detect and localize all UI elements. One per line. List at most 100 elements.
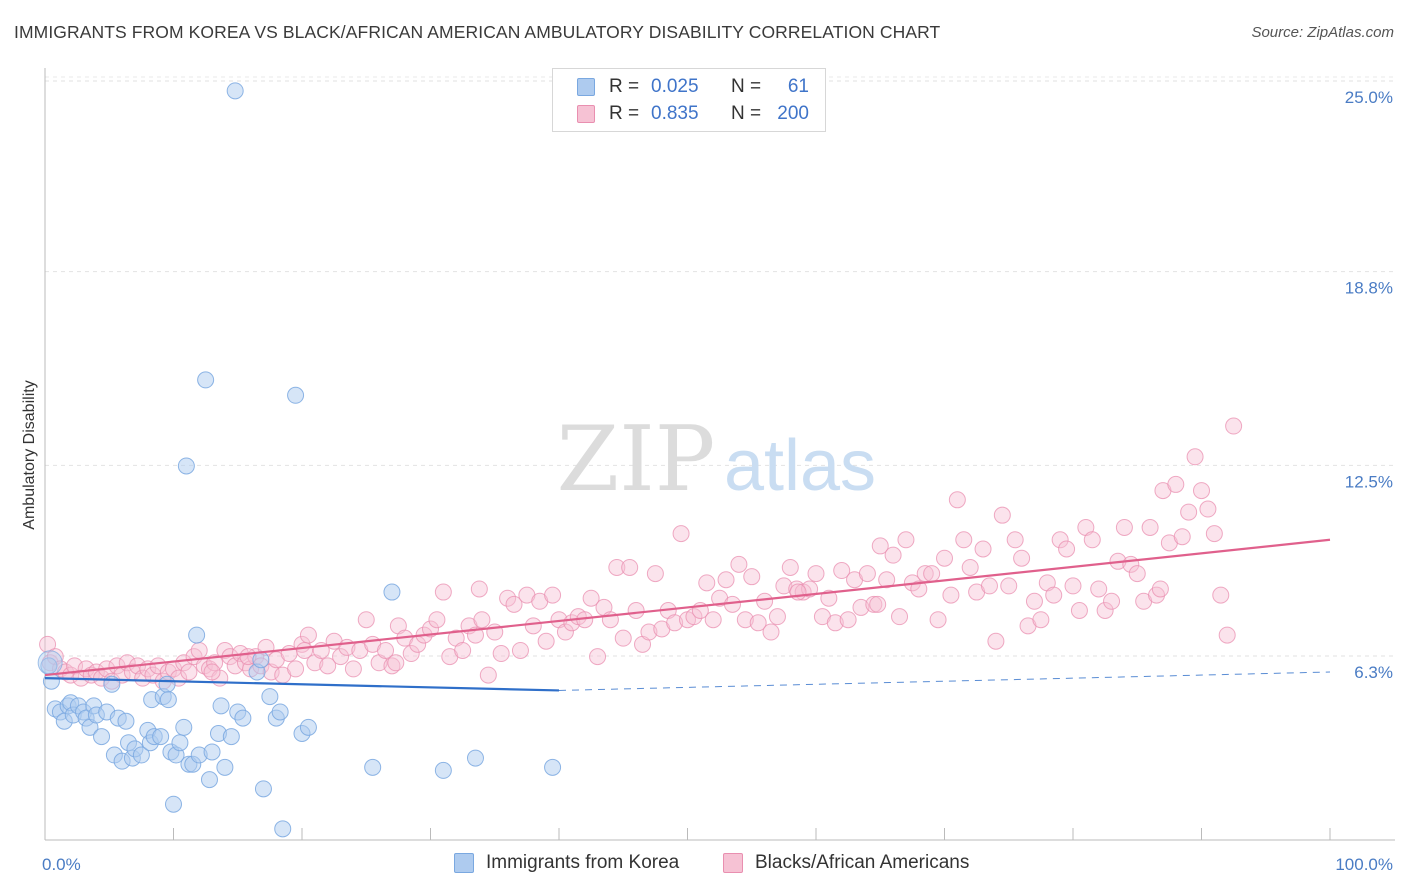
bottom-legend: Immigrants from Korea Blacks/African Ame… — [0, 852, 1406, 878]
data-point-blue — [175, 718, 193, 736]
legend-swatch-blue — [454, 853, 474, 873]
data-point-pink — [685, 608, 703, 626]
trend-line-blue-dashed — [558, 671, 1331, 691]
data-point-pink — [1051, 531, 1069, 549]
y-tick-label: 25.0% — [1345, 88, 1393, 107]
data-point-blue — [226, 82, 244, 100]
data-point-pink — [1167, 475, 1185, 493]
legend-r-value: 0.835 — [651, 103, 699, 124]
data-point-pink — [948, 491, 966, 509]
legend: R = 0.025 N = 61 R = 0.835 N = 200 — [552, 68, 826, 132]
data-point-pink — [1115, 518, 1133, 536]
legend-row-pink: R = 0.835 N = 200 — [577, 101, 809, 127]
data-point-pink — [781, 558, 799, 576]
data-point-blue — [274, 820, 292, 838]
data-point-pink — [666, 614, 684, 632]
data-point-pink — [1064, 577, 1082, 595]
data-point-pink — [319, 657, 337, 675]
data-point-blue — [287, 386, 305, 404]
data-point-pink — [608, 558, 626, 576]
data-point-pink — [865, 595, 883, 613]
data-point-pink — [299, 626, 317, 644]
data-point-pink — [377, 641, 395, 659]
data-point-pink — [878, 571, 896, 589]
y-tick-label: 18.8% — [1345, 279, 1393, 298]
data-point-pink — [891, 608, 909, 626]
data-point-pink — [428, 611, 446, 629]
trend-line-pink — [44, 538, 1331, 677]
data-point-pink — [1090, 580, 1108, 598]
data-point-pink — [524, 617, 542, 635]
data-point-pink — [499, 589, 517, 607]
data-point-pink — [646, 565, 664, 583]
data-point-pink — [1180, 503, 1198, 521]
data-point-pink — [730, 555, 748, 573]
data-point-pink — [1013, 549, 1031, 567]
legend-swatch-pink — [723, 853, 743, 873]
data-point-blue — [466, 749, 484, 767]
data-point-pink — [929, 611, 947, 629]
bottom-legend-label: Blacks/African Americans — [755, 852, 970, 873]
data-point-pink — [897, 531, 915, 549]
data-point-pink — [1212, 586, 1230, 604]
legend-r-label: R = — [609, 76, 640, 97]
data-point-blue — [132, 746, 150, 764]
data-point-pink — [974, 540, 992, 558]
data-point-blue — [261, 688, 279, 706]
data-point-pink — [505, 595, 523, 613]
data-point-blue — [234, 709, 252, 727]
data-point-blue — [93, 728, 111, 746]
data-point-pink — [627, 602, 645, 620]
watermark: ZIP atlas — [557, 407, 876, 512]
data-point-pink — [1083, 531, 1101, 549]
axes — [44, 68, 1395, 841]
data-point-pink — [826, 614, 844, 632]
data-point-pink — [736, 611, 754, 629]
data-point-pink — [833, 562, 851, 580]
legend-n-value: 61 — [787, 76, 809, 97]
data-point-blue — [197, 371, 215, 389]
x-tick-label: 100.0% — [1335, 855, 1393, 874]
data-point-pink — [614, 629, 632, 647]
bottom-legend-korea: Immigrants from Korea — [454, 852, 679, 874]
data-point-pink — [1151, 580, 1169, 598]
data-point-pink — [203, 663, 221, 681]
data-point-pink — [1218, 626, 1236, 644]
data-point-pink — [768, 608, 786, 626]
data-point-pink — [402, 645, 420, 663]
data-point-pink — [190, 641, 208, 659]
data-point-pink — [884, 546, 902, 564]
data-point-pink — [987, 632, 1005, 650]
data-point-blue — [212, 697, 230, 715]
trend-line-blue — [44, 677, 560, 692]
data-point-blue — [203, 743, 221, 761]
data-point-pink — [1141, 518, 1159, 536]
legend-r-value: 0.025 — [651, 76, 699, 97]
data-point-pink — [839, 611, 857, 629]
data-point-pink — [556, 623, 574, 641]
data-point-pink — [454, 641, 472, 659]
data-point-blue — [159, 691, 177, 709]
data-point-pink — [1193, 482, 1210, 500]
data-point-pink — [756, 592, 774, 610]
source-label: Source: ZipAtlas.com — [1251, 24, 1394, 41]
y-tick-label: 6.3% — [1354, 663, 1393, 682]
data-point-pink — [775, 577, 793, 595]
data-point-pink — [287, 660, 305, 678]
data-point-pink — [537, 632, 555, 650]
data-point-pink — [589, 648, 607, 666]
data-point-blue — [364, 758, 382, 776]
data-point-pink — [807, 565, 825, 583]
data-point-pink — [923, 565, 941, 583]
data-point-pink — [980, 577, 998, 595]
data-point-pink — [470, 580, 488, 598]
data-point-blue — [158, 675, 176, 693]
data-point-pink — [993, 506, 1011, 524]
y-tick-label: 12.5% — [1345, 472, 1393, 491]
data-point-pink — [749, 614, 767, 632]
data-point-pink — [820, 589, 838, 607]
data-point-pink — [422, 620, 439, 638]
data-point-pink — [1186, 448, 1204, 466]
data-point-blue — [254, 780, 272, 798]
data-point-pink — [39, 635, 57, 653]
